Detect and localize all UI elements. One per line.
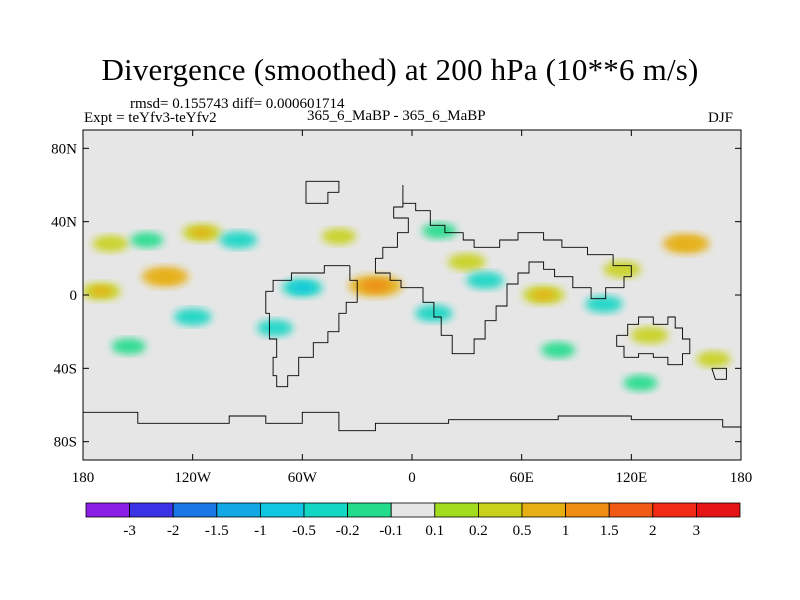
continent-outline-6 (711, 367, 727, 380)
colorbar-label: -0.5 (292, 523, 316, 539)
divergence-feature-core (191, 227, 213, 238)
colorbar-label: 0.2 (469, 523, 488, 539)
chart-title: Divergence (smoothed) at 200 hPa (10**6 … (101, 52, 699, 87)
divergence-feature-core (531, 289, 556, 301)
colorbar-label: 0.1 (425, 523, 444, 539)
continent-outline-3 (616, 316, 691, 366)
colorbar-label: -1 (254, 523, 267, 539)
x-tick-label: 60E (510, 470, 534, 486)
divergence-feature (256, 319, 293, 337)
colorbar-swatch (172, 502, 218, 518)
y-tick-label: 80S (54, 435, 77, 451)
continent-outline-4 (83, 411, 741, 460)
colorbar: -3 -2 -1.5 -1 -0.5 -0.2 -0.1 0.1 0.2 0.5 1 1.5 2 3 (85, 502, 741, 539)
y-tick-label: 80N (51, 141, 77, 157)
colorbar-swatch (347, 502, 392, 518)
divergence-feature-core (90, 286, 113, 297)
colorbar-label: 1.5 (600, 523, 619, 539)
y-tick-label: 40S (54, 361, 77, 377)
y-tick-label: 40N (51, 215, 77, 231)
colorbar-label: -1.5 (205, 523, 229, 539)
divergence-feature (466, 271, 504, 289)
colorbar-swatch (521, 502, 566, 518)
divergence-feature-core (291, 282, 314, 294)
colorbar-label: 2 (649, 523, 657, 539)
colorbar-swatch (390, 502, 436, 518)
colorbar-swatch (565, 502, 610, 518)
divergence-feature (603, 260, 641, 278)
colorbar-label: 1 (562, 523, 570, 539)
divergence-feature (448, 253, 486, 271)
colorbar-label: -0.1 (379, 523, 403, 539)
x-tick-label: 180 (730, 470, 753, 486)
coastline-layer (83, 180, 741, 460)
season-label: DJF (708, 110, 734, 126)
divergence-feature (623, 375, 658, 391)
divergence-feature (541, 342, 576, 358)
divergence-feature (585, 295, 623, 313)
divergence-feature-core (360, 279, 391, 293)
colorbar-swatch (129, 502, 174, 518)
divergence-feature (173, 308, 212, 326)
x-tick-label: 180 (72, 470, 95, 486)
x-tick-label: 60W (288, 470, 318, 486)
colorbar-swatch (608, 502, 654, 518)
colorbar-swatch (85, 502, 130, 518)
colorbar-label: -2 (167, 523, 180, 539)
x-tick-label: 0 (408, 470, 416, 486)
case-label: 365_6_MaBP - 365_6_MaBP (307, 108, 486, 124)
colorbar-label: 3 (693, 523, 701, 539)
continent-outline-1 (374, 185, 632, 355)
divergence-feature-core (152, 270, 179, 283)
divergence-feature (130, 232, 164, 248)
x-tick-label: 120E (615, 470, 647, 486)
colorbar-swatch (652, 502, 697, 518)
colorbar-swatch (303, 502, 348, 518)
x-tick-label: 120W (174, 470, 212, 486)
colorbar-label: -0.2 (336, 523, 360, 539)
colorbar-swatch (259, 502, 305, 518)
colorbar-swatch (216, 502, 261, 518)
divergence-feature (630, 326, 669, 344)
divergence-feature (219, 231, 258, 249)
divergence-feature (111, 338, 146, 355)
divergence-feature (422, 222, 457, 239)
stats-label: rmsd= 0.155743 diff= 0.000601714 (130, 96, 345, 112)
continent-outline-2 (265, 265, 358, 388)
experiment-label: Expt = teYfv3-teYfv2 (84, 110, 217, 126)
map-background (83, 130, 741, 460)
colorbar-swatch (696, 502, 741, 518)
colorbar-label: -3 (123, 523, 136, 539)
colorbar-swatch (434, 502, 479, 518)
divergence-feature (321, 228, 357, 245)
features-layer (83, 222, 731, 391)
axis-ticks: 180 120W 60W 0 60E 120E 180 80N 40N 0 40S 80S (51, 130, 752, 486)
divergence-feature-core (673, 237, 700, 250)
y-tick-label: 0 (70, 288, 78, 304)
colorbar-label: 0.5 (513, 523, 532, 539)
divergence-feature (696, 351, 731, 368)
divergence-feature (92, 235, 129, 252)
colorbar-swatch (477, 502, 523, 518)
continent-outline-5 (305, 180, 340, 204)
